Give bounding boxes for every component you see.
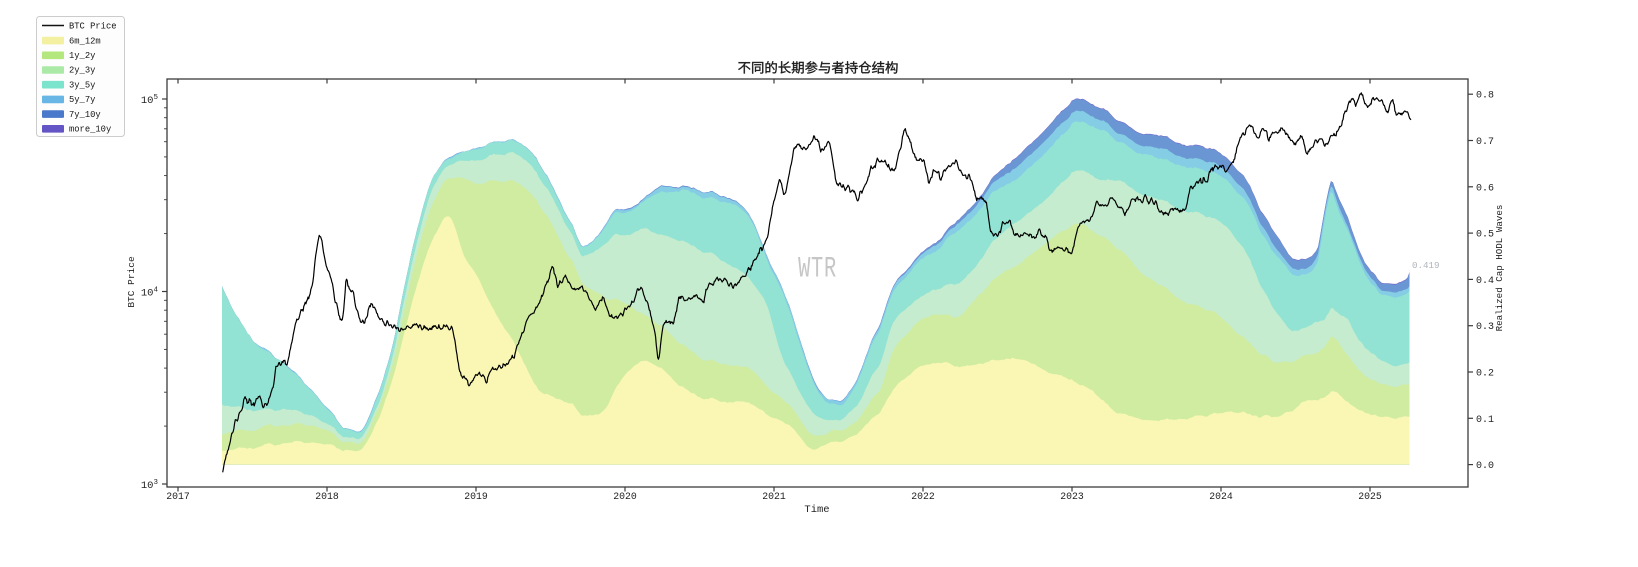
svg-text:WTR: WTR: [798, 252, 837, 286]
svg-text:2023: 2023: [1060, 491, 1084, 502]
svg-text:3y_5y: 3y_5y: [69, 80, 95, 90]
svg-text:1y_2y: 1y_2y: [69, 51, 95, 61]
svg-text:0.2: 0.2: [1476, 369, 1494, 380]
svg-text:0.4: 0.4: [1476, 276, 1494, 287]
svg-text:6m_12m: 6m_12m: [69, 36, 101, 46]
svg-text:2y_3y: 2y_3y: [69, 66, 95, 76]
svg-text:Time: Time: [804, 504, 829, 516]
svg-text:5y_7y: 5y_7y: [69, 95, 95, 105]
svg-text:BTC Price: BTC Price: [69, 22, 117, 32]
svg-text:0.419: 0.419: [1412, 260, 1440, 271]
svg-text:0.8: 0.8: [1476, 91, 1494, 102]
svg-text:BTC Price: BTC Price: [126, 256, 137, 308]
svg-text:0.6: 0.6: [1476, 183, 1494, 194]
svg-text:2025: 2025: [1358, 491, 1382, 502]
svg-text:2021: 2021: [762, 491, 786, 502]
svg-text:0.5: 0.5: [1476, 230, 1494, 241]
svg-text:0.1: 0.1: [1476, 415, 1494, 426]
svg-text:2022: 2022: [911, 491, 935, 502]
svg-text:0.0: 0.0: [1476, 461, 1494, 472]
svg-text:2018: 2018: [315, 491, 339, 502]
svg-text:2017: 2017: [166, 491, 190, 502]
svg-text:7y_10y: 7y_10y: [69, 110, 101, 120]
svg-text:2024: 2024: [1209, 491, 1233, 502]
svg-text:more_10y: more_10y: [69, 125, 111, 135]
svg-text:0.7: 0.7: [1476, 137, 1494, 148]
svg-text:0.3: 0.3: [1476, 322, 1494, 333]
svg-text:2019: 2019: [464, 491, 488, 502]
svg-text:Realized Cap HODL Waves: Realized Cap HODL Waves: [1494, 205, 1505, 332]
svg-text:2020: 2020: [613, 491, 637, 502]
